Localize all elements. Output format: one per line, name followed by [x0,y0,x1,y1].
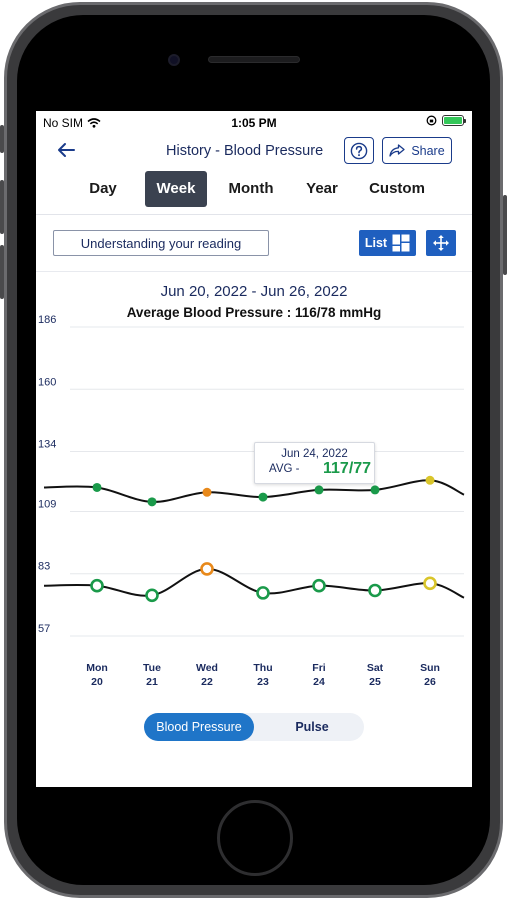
data-point [370,485,380,495]
x-tick-day: Tue [143,662,161,674]
home-button[interactable] [217,800,293,876]
data-point [258,492,268,502]
move-arrows-icon [433,235,449,251]
metric-toggle: Blood Pressure Pulse [144,713,364,741]
x-tick-date: 25 [369,676,381,688]
x-tick-date: 23 [257,676,269,688]
tab-week[interactable]: Week [145,171,207,207]
date-range: Jun 20, 2022 - Jun 26, 2022 [160,283,348,300]
status-bar: No SIM 1:05 PM [36,111,472,133]
tab-year[interactable]: Year [306,180,338,197]
understanding-reading-button[interactable]: Understanding your reading [53,230,269,256]
y-tick-label: 134 [38,439,56,451]
x-tick-day: Thu [253,662,272,674]
status-right [426,115,466,126]
tooltip-avg-value: 117/77 [323,460,372,477]
power-button [503,195,507,275]
y-tick-label: 160 [38,376,56,388]
reading-tooltip: Jun 24, 2022 AVG - 117/77 [254,442,375,484]
blood-pressure-chart[interactable]: 186 160 134 109 83 57 Mon 20 Tue 21 Wed 22 Thu 23 Fri 2… [36,311,472,701]
x-tick-day: Mon [86,662,108,674]
x-tick-date: 26 [424,676,436,688]
share-button[interactable]: Share [382,137,452,164]
toolbar-divider [36,271,472,272]
tab-day[interactable]: Day [89,180,117,197]
carrier-label: No SIM [43,116,84,130]
volume-up-button [0,180,4,234]
y-tick-label: 57 [38,623,50,635]
tab-month[interactable]: Month [228,180,274,197]
battery-icon [442,115,466,126]
share-arrow-icon [389,144,405,157]
data-point [90,578,104,593]
wifi-icon [87,118,101,128]
data-point [423,576,437,591]
x-tick-day: Sat [367,662,384,674]
help-button[interactable] [344,137,374,164]
data-point [314,485,324,495]
data-point [202,487,212,497]
tab-custom[interactable]: Custom [369,180,425,197]
front-camera [168,54,180,66]
data-point [147,497,157,507]
data-point [256,586,270,600]
carrier-info: No SIM [43,116,101,130]
x-tick-date: 24 [313,676,325,688]
x-tick-date: 21 [146,676,158,688]
data-point [312,578,326,593]
y-tick-label: 109 [38,498,56,510]
orientation-lock-icon [426,115,437,126]
back-arrow-icon[interactable] [54,138,78,162]
data-point [92,482,102,492]
y-tick-label: 83 [38,561,50,573]
grid-icon [392,234,410,252]
tooltip-date: Jun 24, 2022 [281,448,348,460]
y-tick-label: 186 [38,314,56,326]
volume-down-button [0,245,4,299]
list-view-button[interactable]: List [359,230,416,256]
pan-chart-button[interactable] [426,230,456,256]
toggle-pulse[interactable]: Pulse [295,720,329,734]
tooltip-avg-label: AVG - [269,463,300,475]
x-tick-day: Sun [420,662,440,674]
page-title: History - Blood Pressure [166,143,324,159]
data-point [368,583,382,598]
data-point [200,562,214,576]
average-blood-pressure: Average Blood Pressure : 116/78 mmHg [126,305,382,320]
status-time: 1:05 PM [231,116,277,130]
share-label: Share [411,143,445,158]
x-tick-date: 22 [201,676,213,688]
mute-switch [0,125,4,153]
x-tick-date: 20 [91,676,103,688]
app-header: History - Blood Pressure Share [36,133,472,169]
data-point [145,588,159,603]
earpiece-speaker [208,56,300,63]
list-label: List [364,236,388,250]
tabs-divider [36,214,472,215]
data-point [425,475,435,485]
toggle-blood-pressure[interactable]: Blood Pressure [144,713,254,741]
question-icon [350,142,368,159]
x-tick-day: Wed [196,662,218,674]
x-tick-day: Fri [312,662,326,674]
period-tabs: Day Week Month Year Custom [36,171,472,209]
app-screen: No SIM 1:05 PM History - Blood Pressure [36,111,472,787]
